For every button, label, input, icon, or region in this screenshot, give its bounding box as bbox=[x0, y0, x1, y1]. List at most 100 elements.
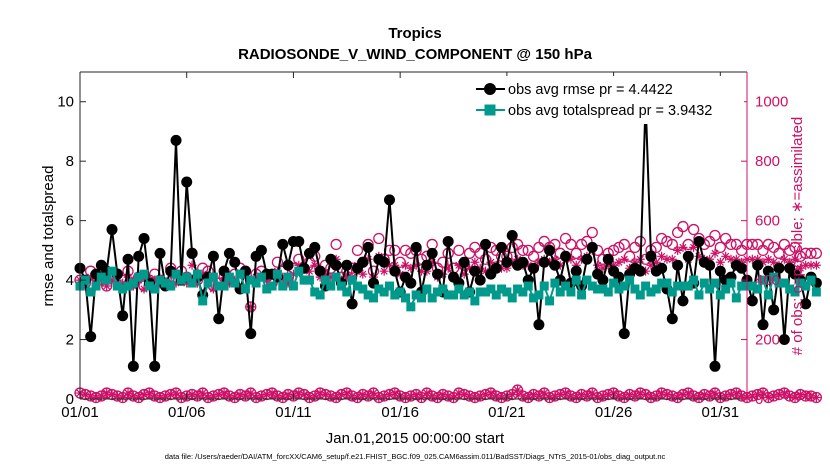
data-point bbox=[726, 278, 736, 288]
data-point bbox=[150, 284, 160, 294]
data-point bbox=[310, 287, 320, 297]
data-point bbox=[762, 238, 774, 251]
data-point bbox=[603, 260, 613, 270]
data-point bbox=[667, 287, 677, 297]
data-point bbox=[171, 269, 181, 279]
data-point bbox=[603, 287, 613, 297]
data-point bbox=[128, 278, 138, 288]
data-point bbox=[288, 281, 298, 291]
data-point bbox=[682, 250, 694, 262]
data-point bbox=[357, 256, 369, 268]
data-point bbox=[561, 388, 571, 398]
data-point bbox=[144, 281, 154, 291]
data-point bbox=[118, 278, 128, 288]
y-right-tick-label: 400 bbox=[755, 272, 780, 289]
data-point bbox=[160, 278, 170, 288]
data-point bbox=[678, 242, 688, 252]
data-point bbox=[490, 262, 502, 274]
data-point bbox=[123, 281, 133, 291]
data-point bbox=[272, 269, 282, 279]
data-point bbox=[795, 263, 805, 273]
data-point bbox=[773, 247, 785, 259]
data-point bbox=[213, 313, 225, 325]
data-point bbox=[144, 388, 154, 398]
data-point bbox=[641, 390, 651, 400]
data-point bbox=[502, 287, 512, 297]
data-point bbox=[602, 253, 614, 265]
data-point bbox=[208, 284, 218, 294]
data-point bbox=[618, 238, 630, 251]
data-point bbox=[453, 244, 465, 257]
data-point bbox=[549, 259, 561, 271]
data-point bbox=[785, 284, 795, 294]
data-point bbox=[619, 393, 629, 403]
data-point bbox=[229, 256, 241, 268]
data-point bbox=[314, 265, 326, 277]
data-point bbox=[139, 269, 149, 279]
data-point bbox=[106, 224, 118, 236]
data-point bbox=[790, 393, 800, 403]
x-tick-label: 01/26 bbox=[595, 404, 633, 421]
data-point bbox=[326, 272, 336, 282]
data-point bbox=[176, 275, 186, 285]
data-point bbox=[566, 287, 576, 297]
data-point bbox=[293, 235, 305, 247]
data-point bbox=[138, 232, 150, 244]
y-right-tick-label: 1000 bbox=[755, 94, 788, 111]
data-point bbox=[662, 254, 672, 264]
data-point bbox=[395, 269, 405, 279]
data-point bbox=[502, 263, 512, 273]
data-point bbox=[609, 260, 619, 270]
data-point bbox=[810, 247, 823, 259]
data-point bbox=[614, 257, 624, 267]
data-point bbox=[326, 281, 336, 291]
data-point bbox=[374, 284, 384, 294]
data-point bbox=[689, 242, 699, 252]
data-point bbox=[342, 272, 352, 282]
data-point bbox=[699, 278, 709, 288]
data-point bbox=[278, 393, 288, 403]
data-point bbox=[406, 302, 416, 312]
data-point bbox=[117, 310, 129, 322]
data-point bbox=[363, 254, 373, 264]
data-point bbox=[497, 284, 507, 294]
data-point bbox=[187, 278, 197, 288]
data-point bbox=[731, 293, 741, 303]
y-tick-label: 8 bbox=[66, 153, 74, 170]
data-point bbox=[534, 290, 544, 300]
data-point bbox=[154, 247, 166, 259]
data-point bbox=[166, 281, 176, 291]
data-point bbox=[661, 235, 673, 248]
data-point bbox=[737, 281, 747, 291]
data-point bbox=[561, 281, 571, 291]
data-point bbox=[506, 230, 518, 241]
data-point bbox=[256, 272, 266, 282]
data-point bbox=[170, 134, 182, 146]
data-point bbox=[309, 241, 321, 253]
data-point bbox=[721, 251, 731, 261]
data-point bbox=[677, 295, 689, 307]
data-point bbox=[534, 391, 544, 401]
data-point bbox=[571, 275, 581, 285]
data-point bbox=[506, 241, 518, 254]
y-tick-label: 6 bbox=[66, 213, 74, 230]
data-point bbox=[432, 268, 444, 280]
x-tick-label: 01/06 bbox=[168, 404, 206, 421]
data-point bbox=[342, 287, 352, 297]
data-point bbox=[704, 259, 716, 271]
data-point bbox=[737, 257, 747, 267]
data-point bbox=[442, 235, 454, 247]
data-point bbox=[550, 278, 560, 288]
data-point bbox=[347, 275, 357, 285]
data-point bbox=[555, 287, 565, 297]
data-point bbox=[134, 272, 144, 282]
data-point bbox=[352, 281, 362, 291]
data-point bbox=[112, 281, 122, 291]
chart-title: Tropics bbox=[388, 25, 441, 42]
data-point bbox=[613, 241, 625, 254]
data-point bbox=[405, 277, 417, 289]
data-point bbox=[710, 248, 720, 258]
data-point bbox=[224, 278, 234, 288]
data-point bbox=[593, 284, 603, 294]
data-point bbox=[411, 260, 421, 270]
